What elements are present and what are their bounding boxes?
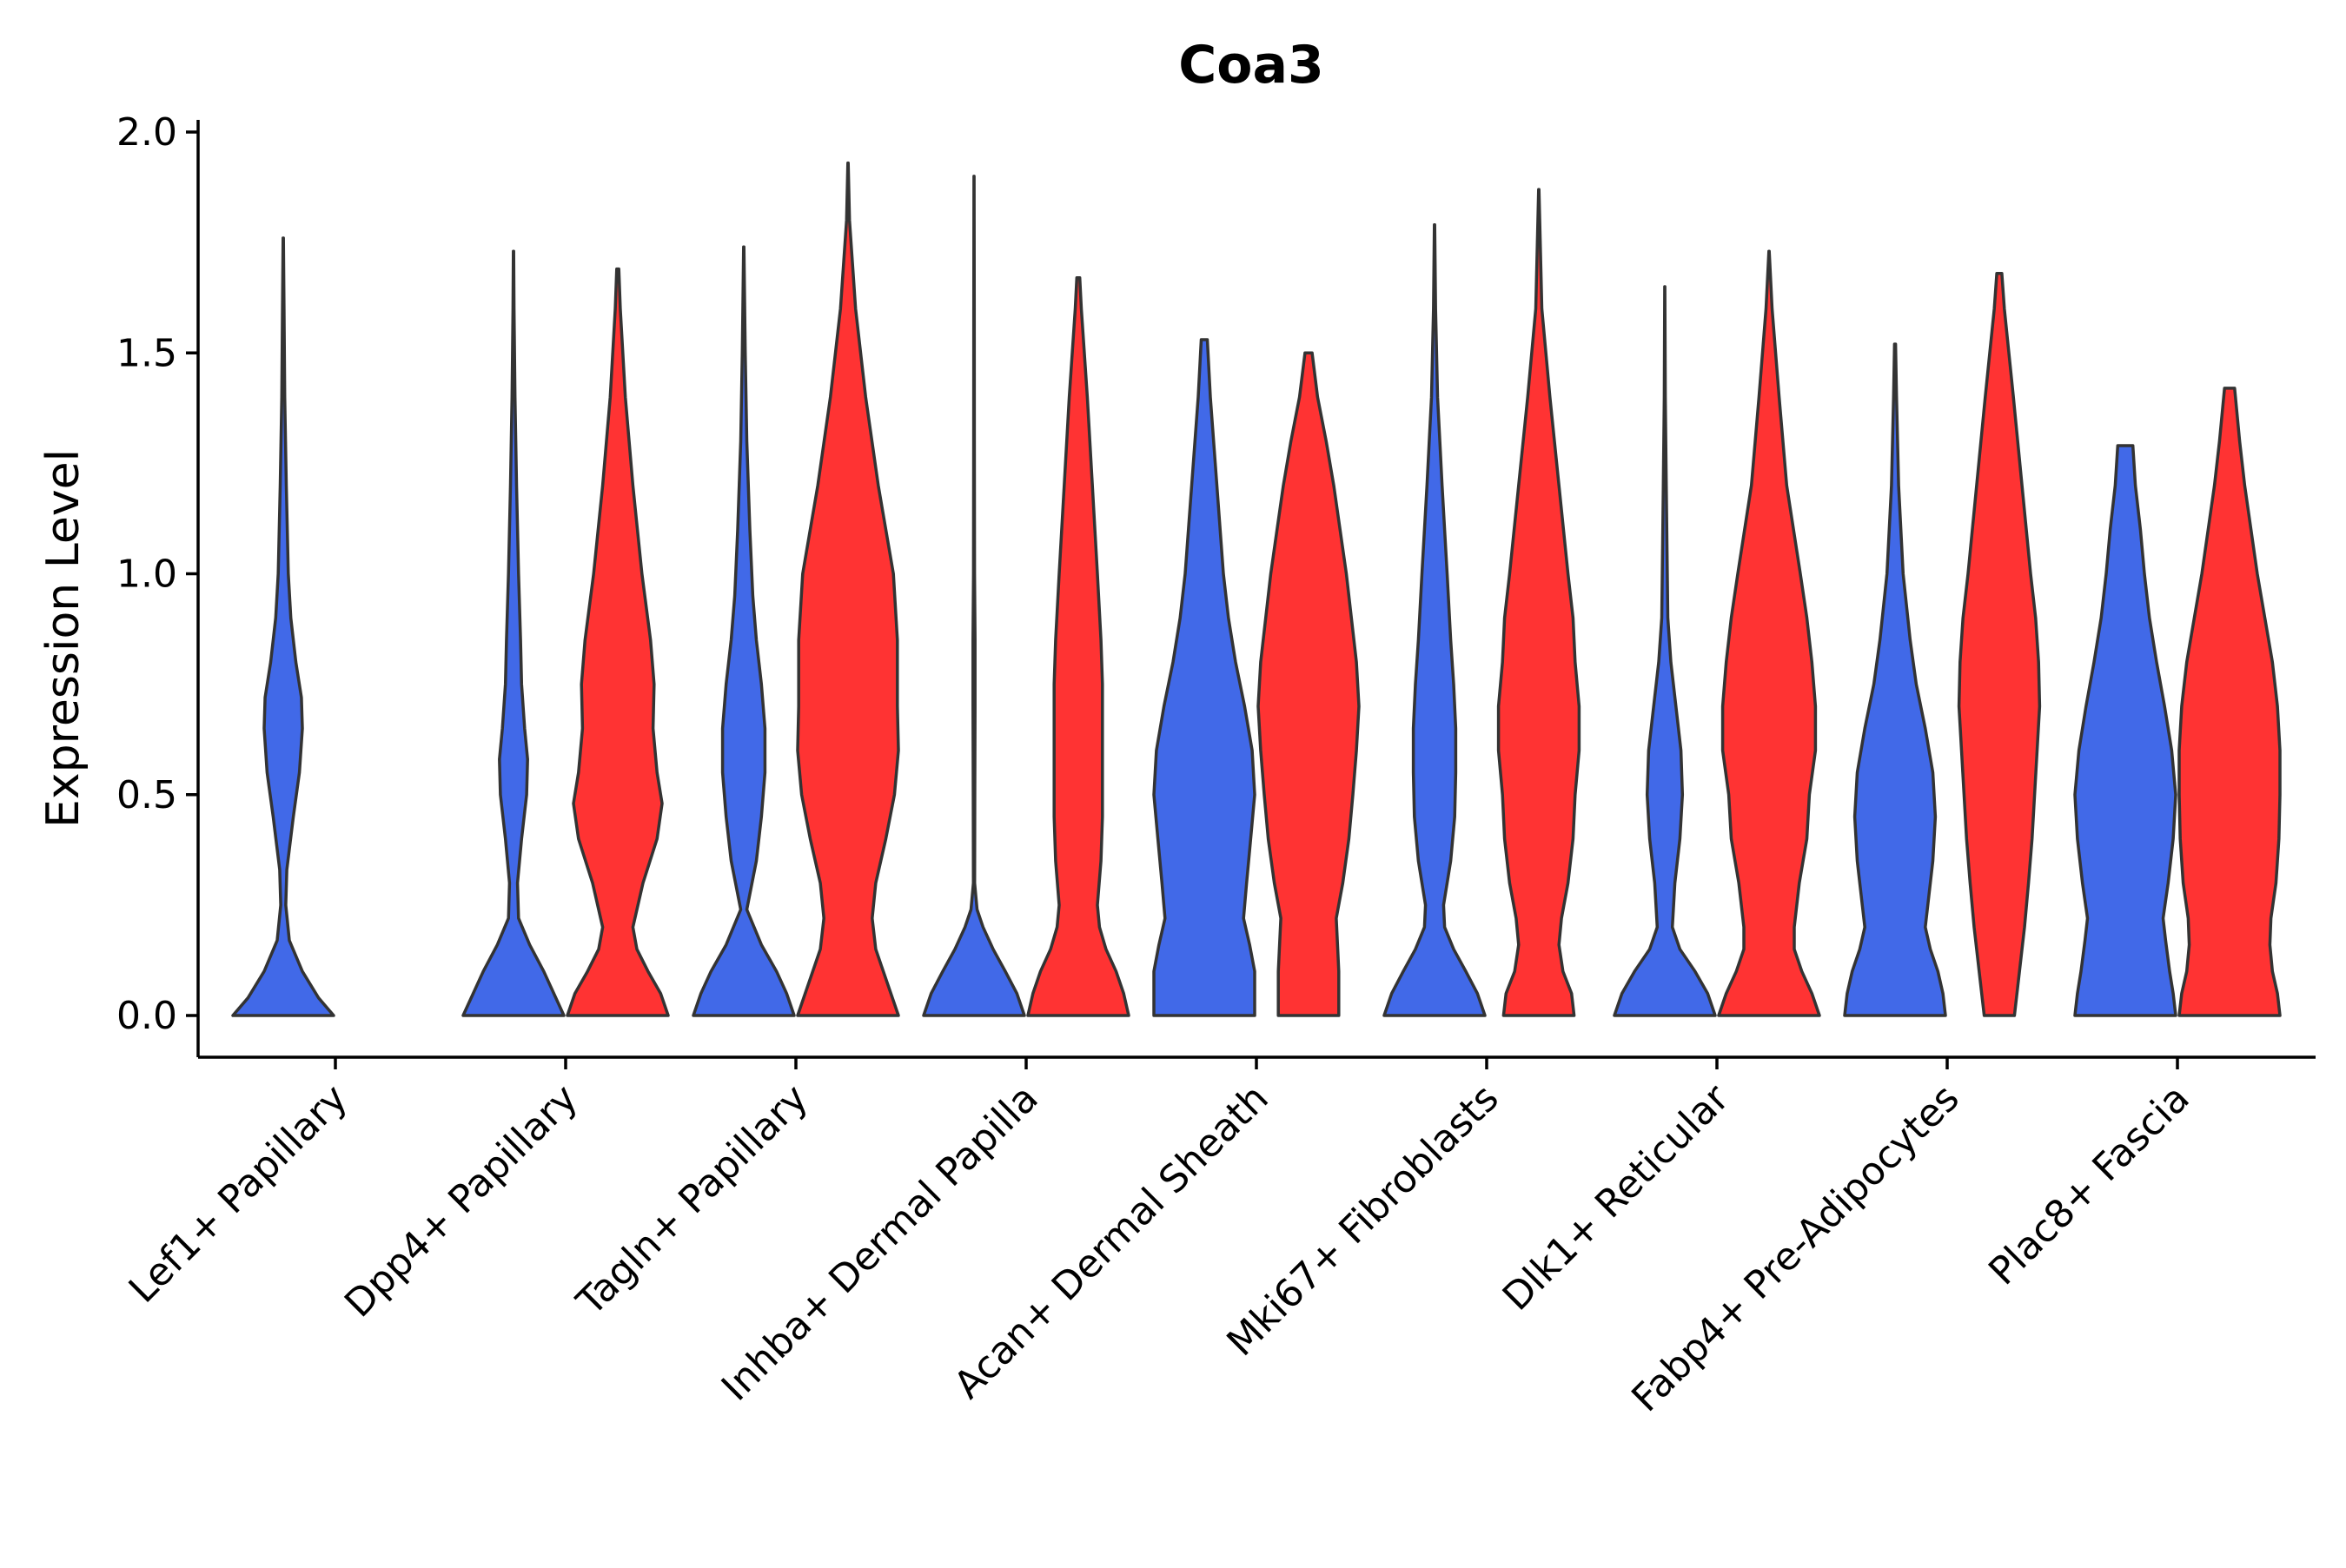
y-axis-label: Expression Level [37, 449, 89, 828]
y-tick-label: 1.0 [116, 552, 177, 597]
violin-group1-8 [1843, 342, 1947, 1017]
violin-group1-2 [461, 249, 566, 1017]
y-tick-label: 2.0 [116, 110, 177, 155]
violin-group2-3 [796, 161, 900, 1017]
violin-group2-9 [2177, 387, 2282, 1017]
violin-group2-2 [566, 267, 670, 1017]
violin-group2-4 [1026, 276, 1130, 1017]
violin-group2-7 [1717, 249, 1821, 1017]
violin-group1-3 [692, 245, 796, 1017]
violin-group1-5 [1152, 338, 1256, 1017]
violin-group1-9 [2073, 444, 2177, 1017]
violin-group1-7 [1613, 285, 1717, 1017]
x-tick-label: Lef1+ Papillary [121, 1076, 356, 1312]
y-tick-label: 0.5 [116, 773, 177, 817]
violins-layer [231, 161, 2282, 1017]
violin-group2-5 [1256, 351, 1361, 1017]
violin-group1-6 [1382, 223, 1487, 1017]
y-ticks-layer: 0.0 0.5 1.0 1.5 2.0 [116, 110, 198, 1038]
x-tick-label: Dpp4+ Papillary [336, 1076, 586, 1327]
y-tick-label: 1.5 [116, 331, 177, 375]
x-tick-label: Dlk1+ Reticular [1494, 1075, 1739, 1320]
chart-title: Coa3 [1178, 35, 1324, 96]
violin-group1-1 [231, 236, 335, 1017]
violin-group1-4 [922, 175, 1026, 1017]
x-tick-label: Tagln+ Papillary [568, 1076, 817, 1325]
x-tick-label: Plac8+ Fascia [1980, 1076, 2198, 1294]
y-tick-label: 0.0 [116, 994, 177, 1038]
violin-group2-8 [1957, 271, 2042, 1017]
violin-group2-6 [1496, 188, 1581, 1017]
